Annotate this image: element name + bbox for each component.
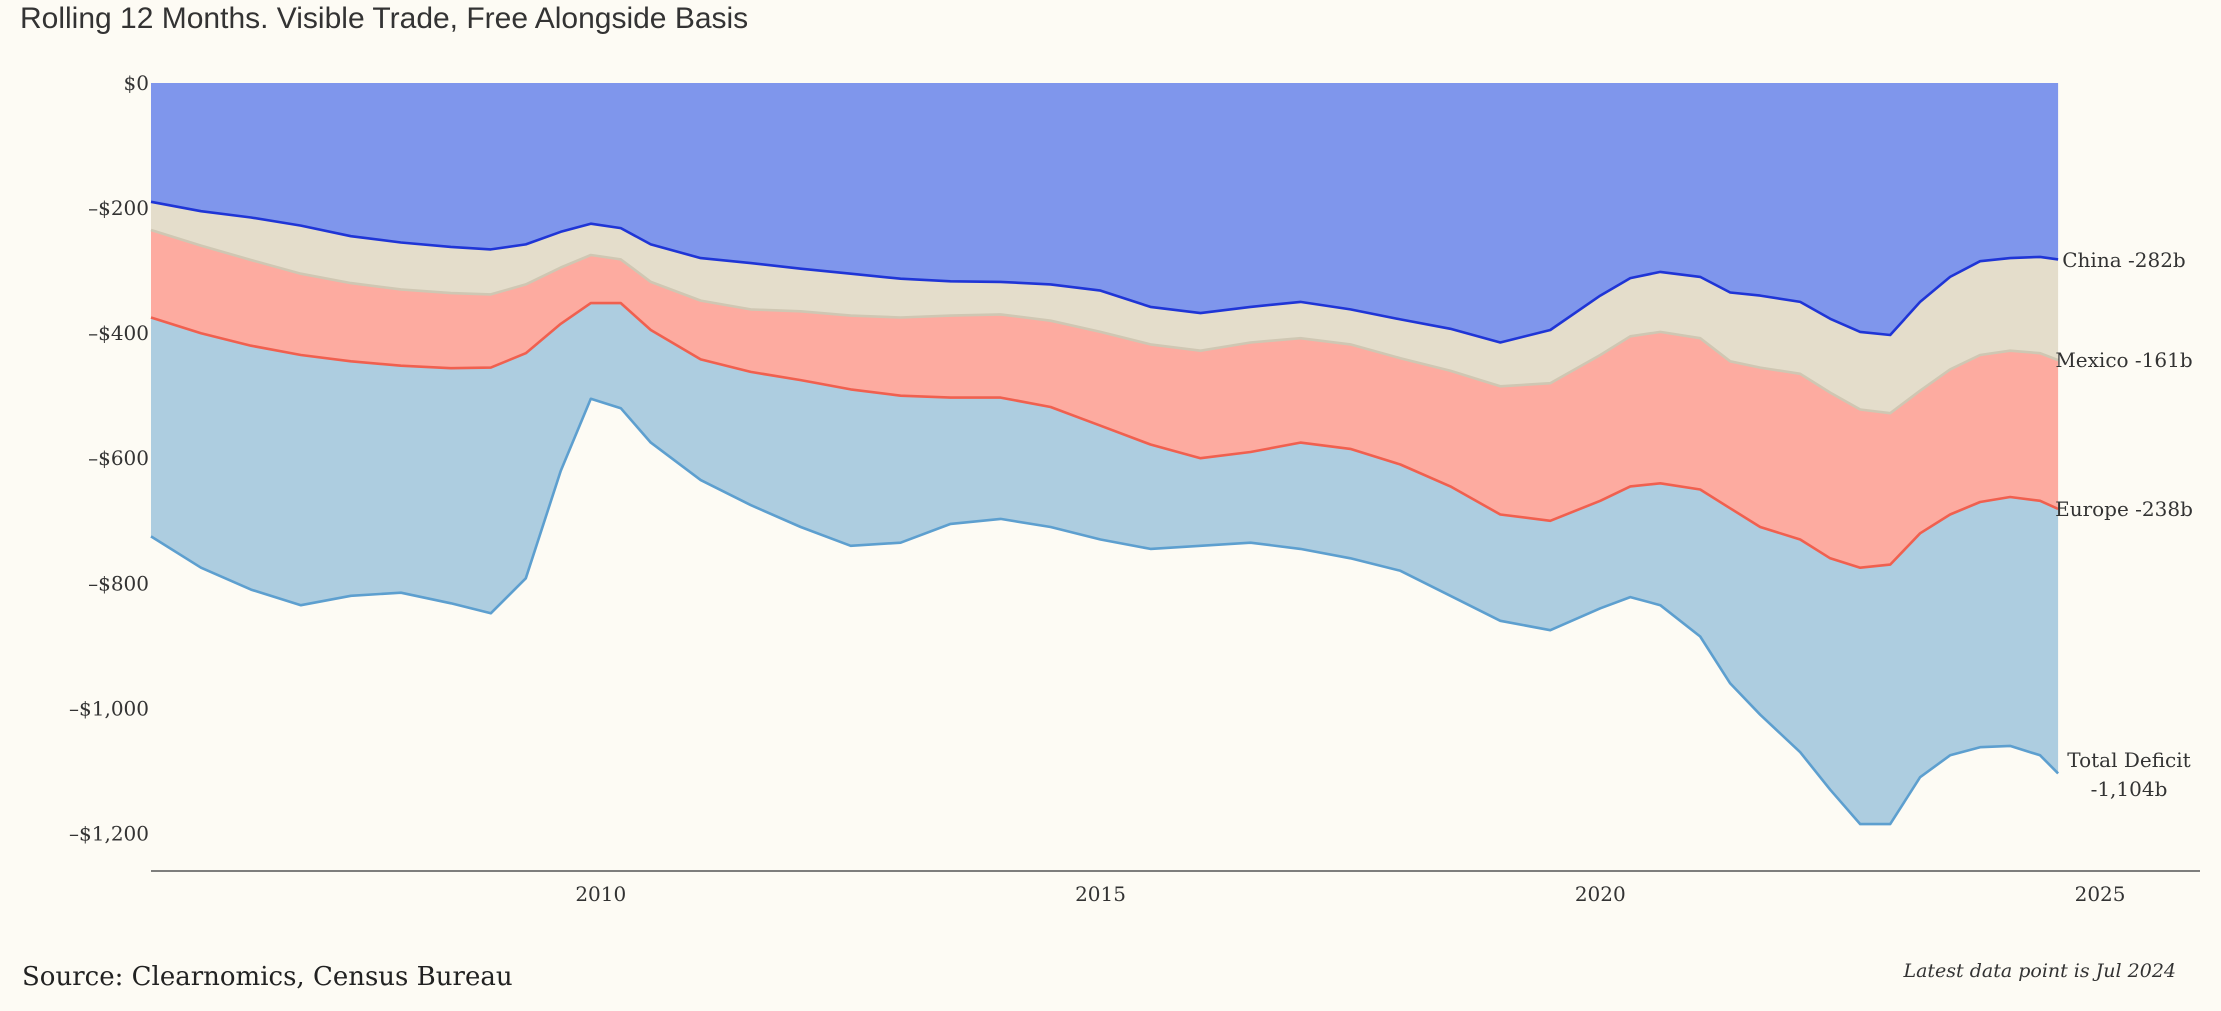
europe-line bbox=[150, 301, 2059, 569]
china-area bbox=[151, 83, 2059, 343]
x-tick-label: 2025 bbox=[2075, 882, 2126, 906]
china-line bbox=[150, 200, 2059, 344]
europe-area bbox=[151, 230, 2059, 568]
chart-lines bbox=[150, 200, 2060, 826]
chart-end-labels: China -282b Mexico -161b Europe -238b Total… bbox=[2055, 248, 2193, 801]
x-tick-label: 2010 bbox=[575, 882, 626, 906]
latest-data-note: Latest data point is Jul 2024 bbox=[1903, 960, 2176, 982]
mexico-line bbox=[150, 228, 2059, 415]
total-deficit-area bbox=[151, 303, 2059, 825]
mexico-end-label: Mexico -161b bbox=[2055, 348, 2192, 372]
y-tick-label: –$200 bbox=[88, 196, 149, 220]
chart-areas bbox=[151, 83, 2059, 825]
y-tick-label: $0 bbox=[124, 71, 149, 95]
y-tick-label: –$1,000 bbox=[69, 696, 149, 720]
total-deficit-end-value: -1,104b bbox=[2091, 777, 2168, 801]
x-tick-label: 2020 bbox=[1575, 882, 1626, 906]
total-deficit-line bbox=[150, 397, 2060, 826]
europe-end-label: Europe -238b bbox=[2055, 497, 2193, 521]
y-tick-label: –$600 bbox=[88, 446, 149, 470]
y-tick-label: –$800 bbox=[88, 571, 149, 595]
y-tick-label: –$400 bbox=[88, 321, 149, 345]
chart-axes: $0 –$200 –$400 –$600 –$800 –$1,000 –$1,200 2010… bbox=[69, 71, 2200, 906]
total-deficit-end-label: Total Deficit bbox=[2067, 748, 2190, 772]
chart-title: Rolling 12 Months. Visible Trade, Free A… bbox=[20, 2, 749, 35]
x-tick-label: 2015 bbox=[1075, 882, 1126, 906]
mexico-area bbox=[151, 201, 2059, 414]
y-tick-label: –$1,200 bbox=[69, 821, 149, 845]
source-note: Source: Clearnomics, Census Bureau bbox=[22, 962, 513, 992]
china-end-label: China -282b bbox=[2062, 248, 2185, 272]
